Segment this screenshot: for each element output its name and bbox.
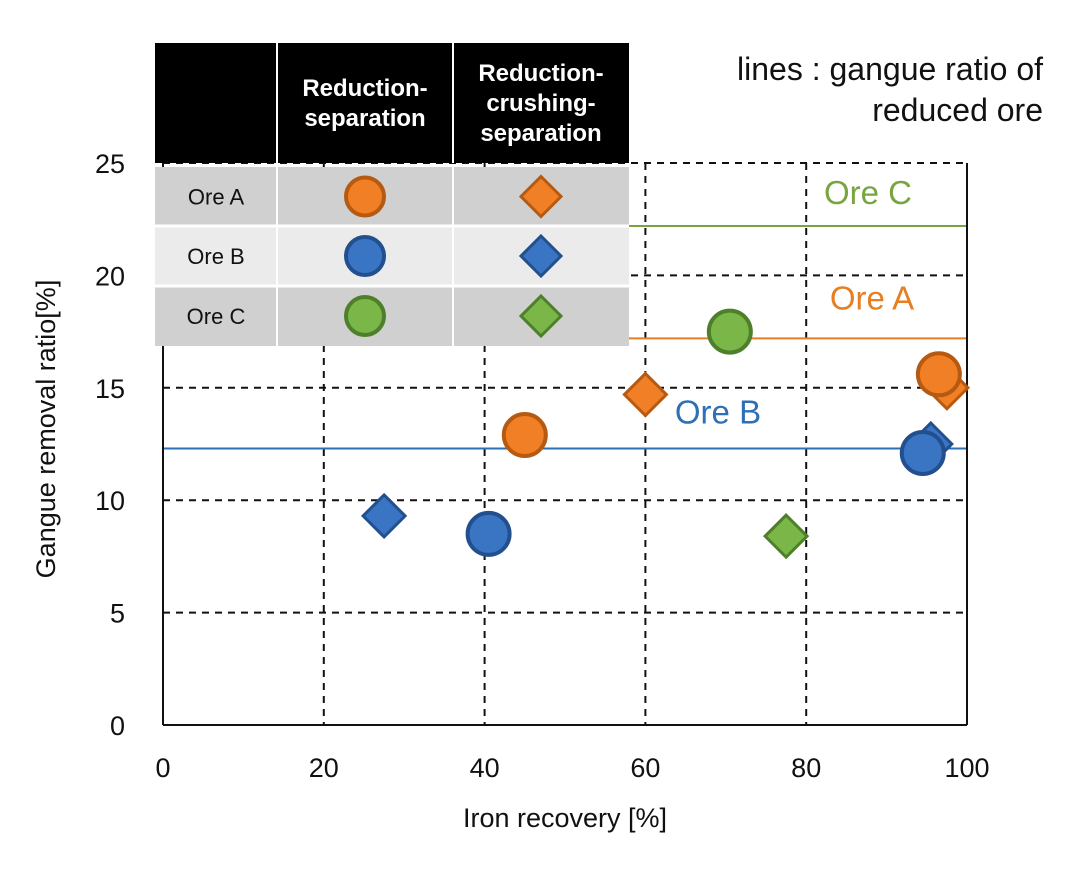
legend-row-label: Ore B <box>187 244 244 269</box>
x-tick-label: 20 <box>309 753 339 783</box>
y-tick-label: 0 <box>110 711 125 741</box>
legend-column-header: crushing- <box>486 90 595 117</box>
y-tick-label: 15 <box>95 374 125 404</box>
x-tick-label: 0 <box>155 753 170 783</box>
data-point <box>899 429 946 476</box>
x-tick-label: 80 <box>791 753 821 783</box>
data-point <box>501 412 548 459</box>
y-tick-label: 5 <box>110 599 125 629</box>
y-tick-label: 25 <box>95 149 125 179</box>
data-points <box>360 308 971 560</box>
legend-marker-circle <box>344 235 386 277</box>
legend-column-header: separation <box>480 120 601 147</box>
annotation-line: lines : gangue ratio of <box>737 51 1043 87</box>
legend-column-header: Reduction- <box>302 75 427 102</box>
reference-line-label: Ore A <box>830 279 914 316</box>
legend-marker-diamond <box>518 293 564 339</box>
data-point <box>706 308 753 355</box>
legend-marker-diamond <box>518 233 564 279</box>
reference-line-label: Ore C <box>824 174 912 211</box>
legend-row-label: Ore C <box>187 304 246 329</box>
x-tick-label: 60 <box>630 753 660 783</box>
annotation-line: reduced ore <box>872 92 1043 128</box>
data-point <box>622 371 669 418</box>
chart-text: Iron recovery [%] Gangue removal ratio[%]… <box>31 51 1043 833</box>
x-tick-label: 100 <box>944 753 989 783</box>
y-tick-label: 20 <box>95 261 125 291</box>
x-axis-title: Iron recovery [%] <box>463 803 667 833</box>
legend-column-header: separation <box>304 105 425 132</box>
data-point <box>360 492 408 540</box>
data-point <box>915 351 962 398</box>
x-tick-label: 40 <box>470 753 500 783</box>
data-point <box>762 513 810 560</box>
reference-line-label: Ore B <box>675 393 761 430</box>
legend-marker-diamond <box>518 174 564 219</box>
legend-marker-circle <box>344 175 386 218</box>
y-axis-title: Gangue removal ratio[%] <box>31 280 61 579</box>
legend-row-label: Ore A <box>188 185 245 210</box>
legend-header-bg <box>155 43 629 163</box>
data-point <box>465 510 512 557</box>
legend-marker-circle <box>344 295 386 337</box>
legend-column-header: Reduction- <box>478 60 603 87</box>
legend-table: Reduction-separation Reduction-crushing-s… <box>155 43 629 346</box>
y-tick-label: 10 <box>95 486 125 516</box>
